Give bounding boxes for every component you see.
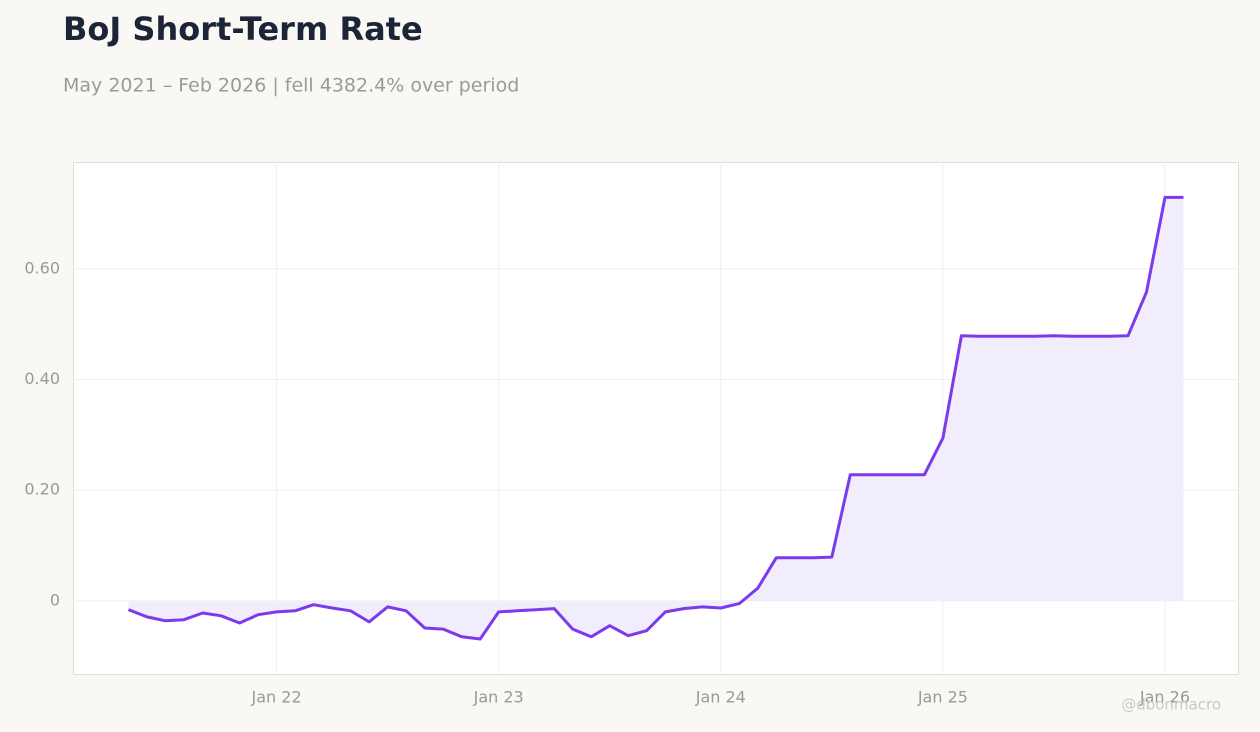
chart-subtitle: May 2021 – Feb 2026 | fell 4382.4% over … [63,75,519,97]
chart-title: BoJ Short-Term Rate [63,10,423,48]
line [127,195,1184,641]
y-tick-label: 0.20 [24,480,60,499]
x-tick-label: Jan 26 [1139,688,1190,707]
x-tick-label: Jan 24 [695,688,746,707]
marks [127,195,1184,641]
y-tick-label: 0.40 [24,369,60,388]
area [128,197,1184,639]
labels: 0 0.20 0.40 0.60 Jan 22 Jan 23 Jan 24 Jan 25 Jan… [24,258,1190,706]
x-tick-label: Jan 25 [917,688,968,707]
watermark: @dbonmacro [1121,696,1221,714]
y-tick-label: 0 [50,590,60,609]
x-tick-label: Jan 23 [473,688,524,707]
y-tick-label: 0.60 [24,258,60,277]
x-tick-label: Jan 22 [251,688,302,707]
